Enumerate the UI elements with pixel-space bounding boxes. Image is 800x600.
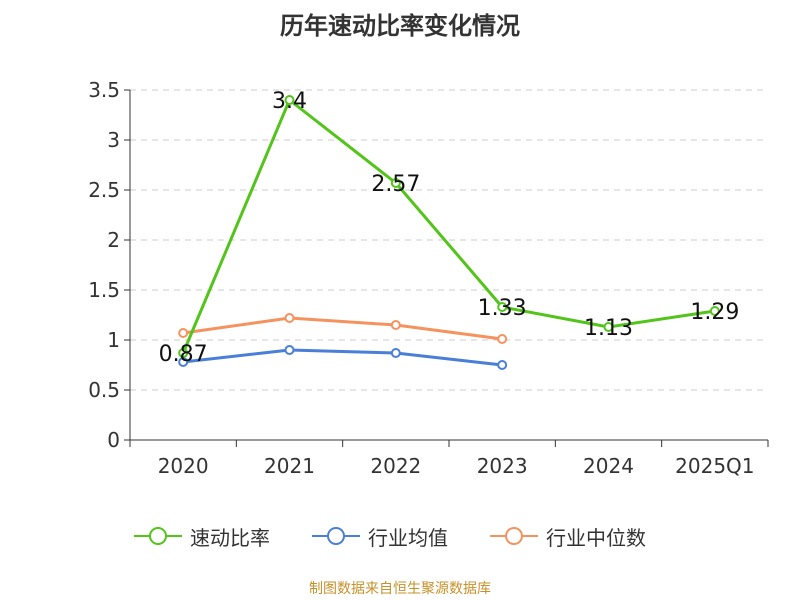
data-point-1 — [497, 360, 508, 370]
y-tick-label: 0.5 — [88, 378, 120, 402]
data-label: 3.4 — [272, 89, 307, 114]
x-tick-label: 2022 — [370, 454, 421, 478]
chart-title: 历年速动比率变化情况 — [280, 12, 520, 40]
data-point-2 — [390, 320, 401, 330]
y-tick-label: 2.5 — [88, 178, 120, 202]
data-point-0 — [603, 322, 614, 332]
data-label: 0.87 — [159, 342, 208, 367]
legend-marker-orange — [490, 527, 538, 545]
data-point-1 — [284, 345, 295, 355]
x-tick-label: 2024 — [583, 454, 634, 478]
data-point-1 — [390, 348, 401, 358]
legend-item-quick-ratio[interactable]: 速动比率 — [134, 518, 270, 554]
legend-label-industry-median: 行业中位数 — [546, 525, 646, 550]
series-line-2 — [182, 316, 503, 341]
y-tick-label: 0 — [107, 428, 120, 452]
data-point-0 — [178, 348, 189, 358]
x-tick-label: 2023 — [477, 454, 528, 478]
data-label: 2.57 — [371, 172, 420, 197]
y-tick-label: 1.5 — [88, 278, 120, 302]
data-label: 1.33 — [478, 296, 527, 321]
legend-label-industry-mean: 行业均值 — [368, 525, 448, 550]
data-point-0 — [284, 95, 295, 105]
data-label: 1.29 — [690, 300, 739, 325]
y-tick-label: 1 — [107, 328, 120, 352]
series-line-0 — [181, 98, 716, 354]
legend-item-industry-median[interactable]: 行业中位数 — [490, 518, 646, 554]
legend-label-quick-ratio: 速动比率 — [190, 525, 270, 550]
legend-marker-green — [134, 527, 182, 545]
data-point-0 — [709, 306, 720, 316]
legend-item-industry-mean[interactable]: 行业均值 — [312, 518, 448, 554]
data-point-2 — [178, 328, 189, 338]
data-point-0 — [390, 178, 401, 188]
data-source-note: 制图数据来自恒生聚源数据库 — [309, 581, 491, 597]
series-line-1 — [182, 348, 503, 367]
data-label: 1.13 — [584, 316, 633, 341]
legend-marker-blue — [312, 527, 360, 545]
y-tick-label: 3.5 — [88, 78, 120, 102]
x-tick-label: 2025Q1 — [675, 454, 754, 478]
data-point-2 — [284, 313, 295, 323]
chart-legend: 速动比率 行业均值 行业中位数 — [0, 518, 800, 554]
y-tick-label: 3 — [107, 128, 120, 152]
data-point-0 — [497, 302, 508, 312]
x-tick-label: 2021 — [264, 454, 315, 478]
data-point-2 — [497, 334, 508, 344]
y-tick-label: 2 — [107, 228, 120, 252]
x-tick-label: 2020 — [158, 454, 209, 478]
